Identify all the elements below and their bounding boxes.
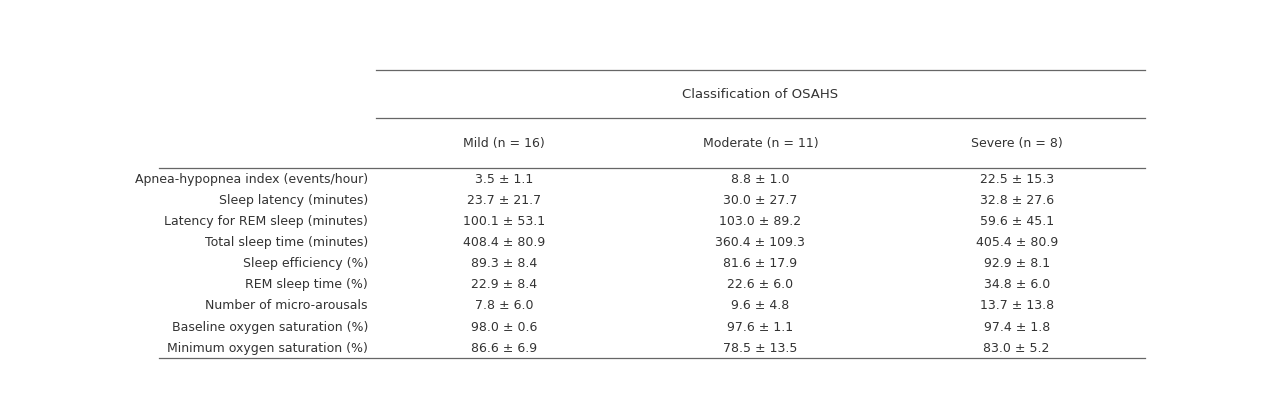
Text: 405.4 ± 80.9: 405.4 ± 80.9 [976, 236, 1058, 249]
Text: REM sleep time (%): REM sleep time (%) [245, 278, 368, 291]
Text: Total sleep time (minutes): Total sleep time (minutes) [205, 236, 368, 249]
Text: Latency for REM sleep (minutes): Latency for REM sleep (minutes) [164, 215, 368, 228]
Text: 83.0 ± 5.2: 83.0 ± 5.2 [983, 341, 1049, 354]
Text: 22.5 ± 15.3: 22.5 ± 15.3 [979, 173, 1053, 186]
Text: Number of micro-arousals: Number of micro-arousals [206, 299, 368, 312]
Text: 59.6 ± 45.1: 59.6 ± 45.1 [979, 215, 1053, 228]
Text: Moderate (n = 11): Moderate (n = 11) [702, 137, 818, 150]
Text: 89.3 ± 8.4: 89.3 ± 8.4 [471, 257, 537, 270]
Text: 34.8 ± 6.0: 34.8 ± 6.0 [983, 278, 1049, 291]
Text: Mild (n = 16): Mild (n = 16) [463, 137, 544, 150]
Text: 98.0 ± 0.6: 98.0 ± 0.6 [471, 320, 537, 333]
Text: 32.8 ± 27.6: 32.8 ± 27.6 [979, 194, 1053, 207]
Text: 7.8 ± 6.0: 7.8 ± 6.0 [474, 299, 533, 312]
Text: 408.4 ± 80.9: 408.4 ± 80.9 [463, 236, 546, 249]
Text: 3.5 ± 1.1: 3.5 ± 1.1 [474, 173, 533, 186]
Text: 9.6 ± 4.8: 9.6 ± 4.8 [731, 299, 790, 312]
Text: Sleep latency (minutes): Sleep latency (minutes) [219, 194, 368, 207]
Text: Minimum oxygen saturation (%): Minimum oxygen saturation (%) [167, 341, 368, 354]
Text: 13.7 ± 13.8: 13.7 ± 13.8 [979, 299, 1053, 312]
Text: Sleep efficiency (%): Sleep efficiency (%) [243, 257, 368, 270]
Text: 97.4 ± 1.8: 97.4 ± 1.8 [983, 320, 1049, 333]
Text: 23.7 ± 21.7: 23.7 ± 21.7 [467, 194, 541, 207]
Text: 81.6 ± 17.9: 81.6 ± 17.9 [724, 257, 798, 270]
Text: 92.9 ± 8.1: 92.9 ± 8.1 [983, 257, 1049, 270]
Text: Severe (n = 8): Severe (n = 8) [971, 137, 1062, 150]
Text: Baseline oxygen saturation (%): Baseline oxygen saturation (%) [172, 320, 368, 333]
Text: 78.5 ± 13.5: 78.5 ± 13.5 [724, 341, 798, 354]
Text: 86.6 ± 6.9: 86.6 ± 6.9 [471, 341, 537, 354]
Text: 360.4 ± 109.3: 360.4 ± 109.3 [715, 236, 805, 249]
Text: 8.8 ± 1.0: 8.8 ± 1.0 [731, 173, 790, 186]
Text: Apnea-hypopnea index (events/hour): Apnea-hypopnea index (events/hour) [135, 173, 368, 186]
Text: 97.6 ± 1.1: 97.6 ± 1.1 [728, 320, 794, 333]
Text: 22.6 ± 6.0: 22.6 ± 6.0 [728, 278, 794, 291]
Text: 30.0 ± 27.7: 30.0 ± 27.7 [724, 194, 798, 207]
Text: 100.1 ± 53.1: 100.1 ± 53.1 [463, 215, 546, 228]
Text: 22.9 ± 8.4: 22.9 ± 8.4 [471, 278, 537, 291]
Text: Classification of OSAHS: Classification of OSAHS [682, 88, 838, 101]
Text: 103.0 ± 89.2: 103.0 ± 89.2 [719, 215, 801, 228]
